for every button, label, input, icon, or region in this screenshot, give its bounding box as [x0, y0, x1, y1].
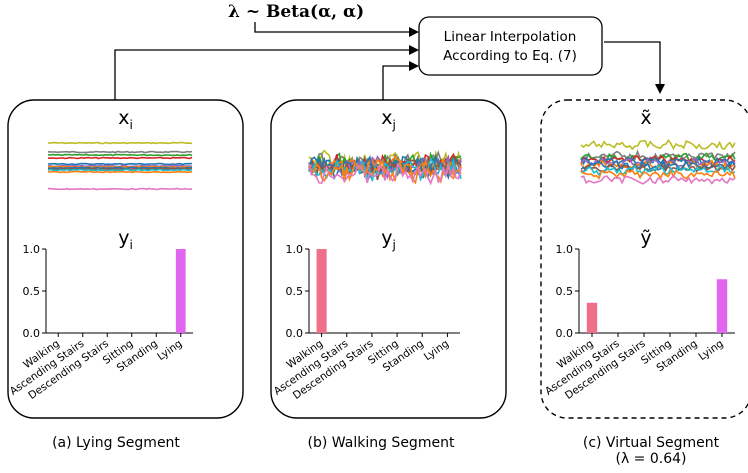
signal-plot — [308, 149, 462, 186]
signal-line — [580, 169, 736, 180]
y-tick-label: 0.5 — [286, 285, 304, 298]
panel-border — [270, 99, 507, 419]
signal-line — [47, 168, 193, 172]
y-label-main: y — [118, 227, 129, 249]
signal-plot — [47, 141, 193, 191]
xj-arrow — [382, 61, 419, 100]
signal-line — [580, 156, 736, 169]
signal-line — [580, 174, 736, 185]
y-tick-label: 1.0 — [556, 243, 574, 256]
signal-line — [308, 162, 462, 186]
x-label-main: x — [118, 107, 129, 129]
panel-caption: (b) Walking Segment — [308, 435, 455, 451]
interp-box-line2: According to Eq. (7) — [443, 48, 577, 64]
interp-box-line1: Linear Interpolation — [444, 29, 577, 45]
signal-line — [47, 141, 193, 145]
y-tick-label: 0.5 — [556, 285, 574, 298]
panel-caption-line2: (λ = 0.64) — [615, 451, 686, 467]
y-tick-label: 1.0 — [286, 243, 304, 256]
lambda-formula: λ ~ Beta(α, α) — [228, 2, 364, 22]
interpolation-box — [418, 16, 603, 76]
y-label: ỹ — [640, 227, 651, 249]
signal-line — [308, 159, 462, 185]
signal-line — [47, 150, 193, 154]
x-label-sub: j — [391, 118, 395, 132]
xi-arrow — [114, 45, 419, 100]
signal-line — [580, 164, 736, 177]
x-label-main: x — [381, 107, 392, 129]
y-label-sub: i — [129, 238, 132, 252]
x-label-main: x̃ — [640, 107, 651, 129]
panel-border — [7, 99, 244, 419]
bar-walking — [316, 249, 327, 333]
panel-caption: (c) Virtual Segment — [583, 435, 720, 451]
signal-line — [47, 162, 193, 166]
panel-caption: (a) Lying Segment — [52, 435, 180, 451]
y-label-main: y — [381, 227, 392, 249]
signal-line — [47, 187, 193, 191]
bar-lying — [175, 249, 186, 333]
signal-line — [580, 138, 736, 151]
signal-line — [47, 153, 193, 157]
y-tick-label: 0.0 — [286, 327, 304, 340]
x-label-sub: i — [129, 118, 132, 132]
x-label: xj — [381, 107, 396, 132]
y-tick-label: 1.0 — [23, 243, 41, 256]
bar-walking — [586, 302, 598, 333]
y-label-main: ỹ — [640, 227, 651, 249]
output-arrow — [604, 41, 665, 94]
y-label-sub: j — [391, 238, 395, 252]
bar-lying — [716, 279, 728, 333]
y-label: yj — [381, 227, 396, 252]
y-tick-label: 0.0 — [23, 327, 41, 340]
signal-line — [47, 170, 193, 174]
signal-plot — [580, 138, 736, 185]
y-tick-label: 0.5 — [23, 285, 41, 298]
y-tick-label: 0.0 — [556, 327, 574, 340]
x-label: x̃ — [640, 107, 651, 129]
signal-line — [47, 156, 193, 160]
y-label: yi — [118, 227, 133, 252]
panel-border — [540, 99, 748, 419]
x-label: xi — [118, 107, 133, 132]
lambda-arrow — [254, 22, 419, 37]
